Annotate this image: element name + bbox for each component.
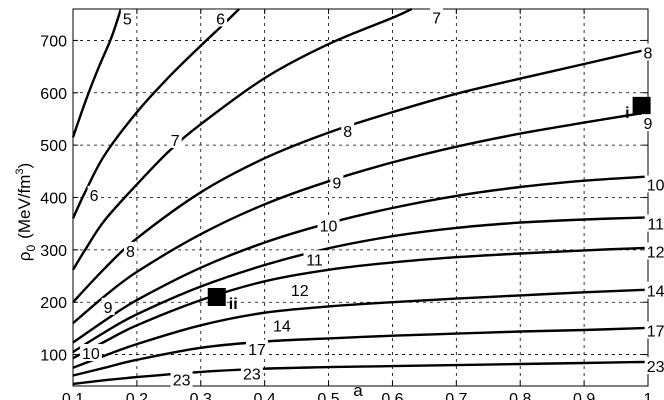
contour-label-12: 12 — [291, 283, 309, 300]
contour-label-10: 10 — [647, 177, 664, 194]
contour-label-background — [317, 216, 340, 234]
y-tick-label: 700 — [40, 33, 67, 50]
contour-label-8: 8 — [644, 45, 653, 62]
x-tick-label: 0.2 — [126, 391, 148, 400]
y-axis-label: ρ0 (MeV/fm3) — [14, 163, 38, 261]
contour-label-background — [101, 297, 115, 315]
contour-label-background — [87, 185, 101, 203]
y-axis-label-unit-exponent: 3 — [14, 168, 26, 174]
y-tick-label: 500 — [40, 138, 67, 155]
curve-labels: 5 6 6 7 7 8 8 8 9 9 9 10 10 10 11 11 12 12 14 14 17 17 23 23 23 — [79, 8, 664, 390]
contour-label-background — [168, 130, 182, 148]
contour-label-10: 10 — [82, 346, 100, 363]
contour-label-background — [641, 43, 655, 61]
contour-label-background — [170, 370, 193, 388]
contour-line-12 — [72, 246, 649, 360]
y-tick-label: 100 — [40, 348, 67, 365]
contour-line-5 — [71, 8, 123, 138]
x-tick-label: 0.9 — [573, 391, 595, 400]
y-tick-labels: 100 200 300 400 500 600 700 — [40, 33, 67, 364]
contour-label-background — [288, 281, 311, 299]
contour-label-11: 11 — [647, 217, 664, 234]
contour-label-5: 5 — [123, 11, 132, 28]
contour-label-6: 6 — [216, 11, 225, 28]
contour-label-7: 7 — [432, 10, 441, 27]
contour-label-background — [644, 242, 664, 260]
y-tick-label: 200 — [40, 295, 67, 312]
contour-lines — [71, 7, 649, 386]
contour-label-background — [644, 281, 664, 299]
contour-label-background — [641, 114, 655, 132]
x-tick-label: 0.6 — [381, 391, 403, 400]
y-axis-label-symbol: ρ — [15, 252, 34, 262]
contour-label-7: 7 — [171, 133, 180, 150]
contour-label-background — [430, 8, 444, 26]
contour-label-12: 12 — [647, 244, 664, 261]
x-tick-label: 0.8 — [509, 391, 531, 400]
contour-label-background — [246, 339, 268, 357]
contour-label-17: 17 — [647, 323, 664, 340]
x-tick-label: 0.4 — [254, 391, 276, 400]
contour-label-background — [644, 214, 664, 232]
contour-line-14 — [72, 288, 649, 369]
contour-label-9: 9 — [104, 300, 113, 317]
contour-label-background — [270, 316, 293, 334]
grid-lines — [73, 9, 648, 386]
contour-label-11: 11 — [306, 252, 323, 269]
contour-label-9: 9 — [332, 175, 341, 192]
contour-label-background — [214, 9, 228, 27]
contour-label-background — [644, 357, 664, 375]
contour-line-23 — [72, 360, 649, 386]
contour-label-14: 14 — [647, 284, 664, 301]
marker-label-ii: ii — [229, 296, 238, 313]
contour-label-8: 8 — [126, 244, 135, 261]
contour-label-background — [330, 173, 344, 191]
contour-label-10: 10 — [320, 218, 338, 235]
contour-label-14: 14 — [273, 318, 291, 335]
x-tick-label: 0.5 — [317, 391, 339, 400]
contour-label-background — [240, 364, 263, 382]
contour-line-10 — [72, 175, 649, 344]
y-tick-label: 300 — [40, 243, 67, 260]
contour-label-background — [303, 250, 326, 268]
contour-label-background — [124, 241, 137, 259]
contour-label-23: 23 — [647, 359, 664, 376]
x-tick-label: 0.7 — [445, 391, 467, 400]
contour-label-8: 8 — [343, 124, 352, 141]
contour-label-6: 6 — [90, 188, 99, 205]
contour-label-background — [644, 175, 664, 193]
contour-line-9 — [72, 111, 649, 325]
contour-label-background — [120, 9, 134, 27]
x-axis-label: a — [353, 381, 363, 400]
marker-i — [632, 96, 651, 115]
contour-line-17 — [72, 326, 649, 377]
contour-label-17: 17 — [248, 342, 266, 359]
contour-label-background — [341, 122, 355, 140]
marker-label-i: i — [625, 105, 629, 122]
contour-label-background — [644, 321, 664, 339]
x-tick-label: 0.3 — [190, 391, 212, 400]
y-axis-label-unit-close: ) — [15, 163, 34, 169]
y-axis-label-unit: (MeV/fm — [15, 175, 34, 239]
y-tick-label: 400 — [40, 191, 67, 208]
y-tick-label: 600 — [40, 86, 67, 103]
contour-label-background — [79, 344, 102, 362]
contour-label-23: 23 — [243, 366, 261, 383]
contour-line-7 — [71, 7, 413, 271]
marker-ii — [207, 287, 226, 306]
markers: iii — [207, 96, 651, 313]
x-tick-label: 0.1 — [62, 391, 84, 400]
contour-label-9: 9 — [644, 116, 653, 133]
contour-line-11 — [72, 216, 649, 354]
x-tick-label: 1 — [644, 391, 653, 400]
y-axis-label-subscript: 0 — [24, 245, 38, 252]
contour-label-23: 23 — [173, 373, 191, 390]
x-tick-labels: 0.1 0.2 0.3 0.4 0.5 0.6 0.7 0.8 0.9 1 — [62, 391, 653, 400]
